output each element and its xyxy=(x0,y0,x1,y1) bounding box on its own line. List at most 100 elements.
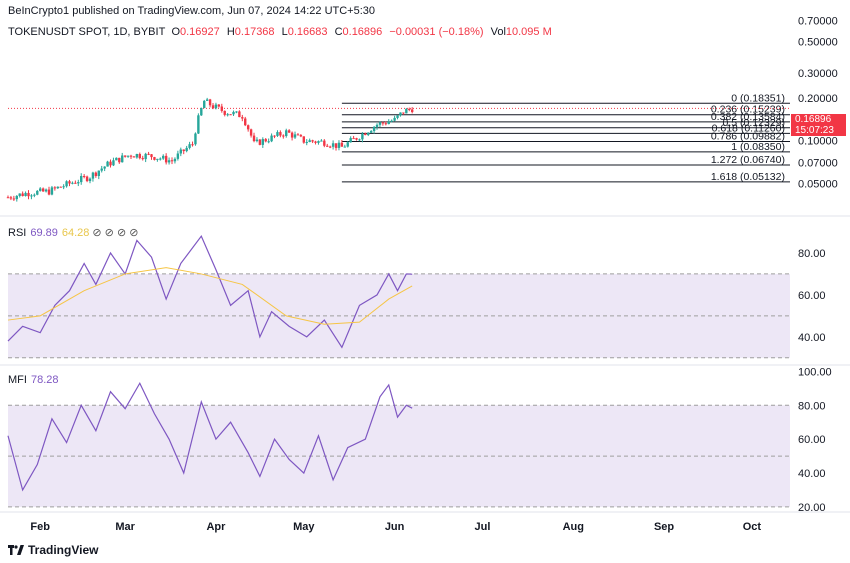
tradingview-logo-icon xyxy=(8,545,24,555)
time-axis-tick: Feb xyxy=(30,521,50,533)
candle-body xyxy=(208,99,212,106)
mfi-axis-tick: 40.00 xyxy=(798,468,826,480)
candle-body xyxy=(349,138,352,143)
candle-body xyxy=(252,135,256,142)
time-axis-tick: Apr xyxy=(206,521,226,533)
candle-body xyxy=(311,140,314,142)
candle-body xyxy=(126,155,130,157)
candle-body xyxy=(182,149,185,152)
candle-body xyxy=(396,115,399,118)
candle-body xyxy=(399,112,402,116)
candle-body xyxy=(173,158,177,162)
low-label: L xyxy=(281,26,288,38)
candle-body xyxy=(293,134,297,138)
visibility-icon[interactable]: ⊘ ⊘ ⊘ ⊘ xyxy=(92,227,139,239)
price-axis-tick: 0.20000 xyxy=(798,93,838,105)
candle-body xyxy=(214,104,218,109)
candle-body xyxy=(118,157,121,163)
candle-body xyxy=(9,197,13,199)
candle-body xyxy=(220,106,224,111)
candle-body xyxy=(109,161,112,166)
candle-body xyxy=(381,122,385,124)
candle-body xyxy=(378,122,382,125)
mfi-axis-tick: 80.00 xyxy=(798,400,826,412)
candle-body xyxy=(27,192,30,197)
candle-body xyxy=(129,155,133,157)
close-value: 0.16896 xyxy=(342,26,383,38)
candle-body xyxy=(47,189,51,195)
candle-body xyxy=(68,181,71,184)
candle-body xyxy=(144,153,147,160)
candle-body xyxy=(36,190,39,195)
candle-body xyxy=(326,145,329,147)
volume-label: Vol xyxy=(490,26,506,38)
candle-body xyxy=(261,139,265,145)
candle-body xyxy=(50,187,54,195)
low-value: 0.16683 xyxy=(287,26,328,38)
rsi-axis-tick: 40.00 xyxy=(798,332,826,344)
candle-body xyxy=(320,140,323,142)
candle-body xyxy=(6,197,10,199)
candle-body xyxy=(94,172,98,176)
time-axis-tick: Oct xyxy=(743,521,762,533)
candle-body xyxy=(200,108,203,116)
candle-body xyxy=(229,114,232,116)
price-axis-tick: 0.10000 xyxy=(798,136,838,148)
candle-body xyxy=(264,139,267,142)
time-axis-tick: May xyxy=(293,521,315,533)
candle-body xyxy=(340,142,344,147)
candle-body xyxy=(282,135,285,137)
candle-body xyxy=(197,115,200,134)
candle-body xyxy=(203,100,206,109)
fib-level-label: 1.272 (0.06740) xyxy=(711,154,785,166)
rsi-legend: RSI 69.89 64.28 ⊘ ⊘ ⊘ ⊘ xyxy=(8,226,138,239)
candle-body xyxy=(176,153,180,159)
candle-body xyxy=(100,168,103,171)
candle-body xyxy=(179,149,183,154)
candle-body xyxy=(138,154,141,159)
candle-body xyxy=(270,135,273,142)
candle-body xyxy=(372,126,376,132)
candle-body xyxy=(112,160,115,166)
candle-body xyxy=(103,166,106,169)
candle-body xyxy=(162,155,165,159)
fib-level-label: 0.236 (0.15239) xyxy=(711,104,785,116)
candle-body xyxy=(77,182,80,184)
tradingview-logo[interactable]: TradingView xyxy=(8,543,98,557)
candle-body xyxy=(246,125,250,130)
candle-body xyxy=(170,160,174,162)
candle-body xyxy=(188,144,191,148)
candle-body xyxy=(317,141,320,143)
time-axis-tick: Mar xyxy=(115,521,135,533)
candle-body xyxy=(211,105,215,109)
candle-body xyxy=(387,121,390,125)
candle-body xyxy=(194,133,197,145)
candle-body xyxy=(285,130,288,137)
candle-body xyxy=(106,161,109,167)
candle-body xyxy=(191,144,194,146)
price-axis-tick: 0.07000 xyxy=(798,158,838,170)
candle-body xyxy=(24,192,27,197)
last-price: 0.16896 xyxy=(795,114,832,125)
price-axis-tick: 0.05000 xyxy=(798,178,838,190)
price-axis-tick: 0.50000 xyxy=(798,36,838,48)
candle-body xyxy=(232,111,235,115)
candle-body xyxy=(375,124,379,127)
candle-body xyxy=(185,147,188,152)
candle-body xyxy=(299,135,303,137)
candle-body xyxy=(255,139,259,142)
candle-body xyxy=(302,136,306,143)
candle-body xyxy=(343,146,347,148)
candle-body xyxy=(226,114,229,116)
fib-level-label: 0.786 (0.09882) xyxy=(711,130,785,142)
time-axis-tick: Jun xyxy=(385,521,405,533)
candle-body xyxy=(205,99,209,101)
fib-level-label: 0.382 (0.13584) xyxy=(711,111,785,123)
fib-level-label: 0.618 (0.11260) xyxy=(712,122,785,134)
candle-body xyxy=(97,170,100,176)
candle-body xyxy=(56,186,59,189)
symbol-legend: TOKENUSDT SPOT, 1D, BYBIT O0.16927 H0.17… xyxy=(8,26,556,38)
candle-body xyxy=(156,158,159,160)
candle-body xyxy=(65,181,68,187)
